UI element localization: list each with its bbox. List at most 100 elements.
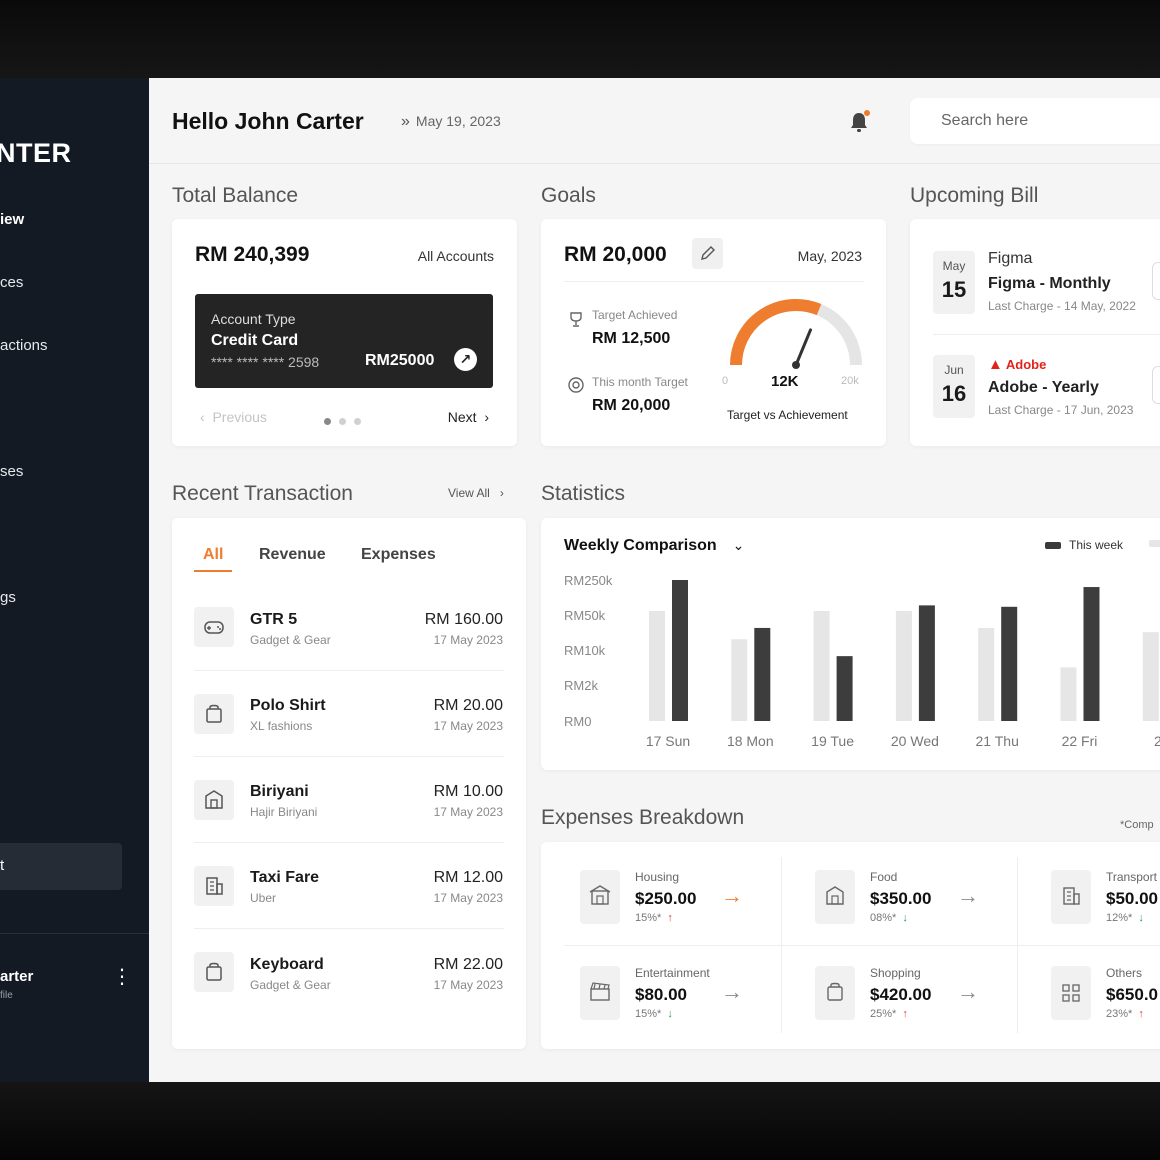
dropdown-label: Weekly Comparison [564, 537, 717, 554]
expense-percent-text: 15%* [635, 912, 662, 924]
expense-percent: 23%* ↑ [1106, 1008, 1144, 1020]
search-input[interactable] [910, 98, 1160, 144]
target-achieved-value: RM 12,500 [592, 330, 671, 347]
arrow-right-icon[interactable]: → [721, 883, 743, 908]
bill-name: Figma - Monthly [988, 275, 1111, 292]
account-card[interactable]: Account Type Credit Card **** **** **** … [195, 294, 493, 388]
accounts-filter[interactable]: All Accounts [417, 248, 494, 264]
expense-label: Food [870, 870, 898, 884]
weekly-comparison-dropdown[interactable]: Weekly Comparison ⌄ [564, 537, 744, 555]
divider [194, 756, 504, 757]
transaction-category: Gadget & Gear [250, 978, 331, 992]
sidebar-item-label: t [0, 857, 5, 874]
expense-percent: 25%* ↑ [870, 1008, 908, 1020]
x-tick-label: 22 Fri [1062, 733, 1098, 749]
bill-day: 15 [941, 277, 967, 302]
expense-percent: 15%* ↑ [635, 912, 673, 924]
transaction-category: XL fashions [250, 719, 313, 733]
adobe-icon: ▲ [988, 356, 1003, 373]
gauge-track [730, 299, 862, 366]
bar-last-week [1142, 632, 1159, 721]
expense-percent: 12%* ↓ [1106, 912, 1144, 924]
restaurant-icon [815, 870, 855, 924]
double-chevron-right-icon: » [401, 113, 410, 130]
sidebar-item-expenses[interactable]: ses [0, 463, 24, 480]
tab-revenue[interactable]: Revenue [259, 546, 326, 563]
expense-amount: $50.00 [1106, 889, 1158, 908]
bill-action-button[interactable] [1152, 262, 1160, 300]
upcoming-bill-title: Upcoming Bill [910, 184, 1039, 207]
view-all-link[interactable]: View All › [448, 486, 504, 500]
divider [194, 670, 504, 671]
house-icon [580, 870, 620, 924]
arrow-up-right-icon[interactable]: ↗ [454, 348, 477, 371]
bar-last-week [895, 611, 912, 721]
pencil-icon [701, 246, 715, 260]
tab-expenses[interactable]: Expenses [361, 546, 436, 563]
expense-amount: $420.00 [870, 985, 932, 1004]
bar-this-week [1001, 606, 1018, 721]
arrow-right-icon[interactable]: → [957, 979, 979, 1004]
sidebar-item-transactions[interactable]: actions [0, 337, 48, 354]
bell-icon[interactable] [847, 110, 871, 134]
bill-last-charge: Last Charge - 17 Jun, 2023 [988, 403, 1134, 417]
bar-this-week [836, 656, 853, 721]
tab-all[interactable]: All [203, 546, 224, 563]
transaction-amount: RM 160.00 [424, 611, 503, 628]
upcoming-bill-card: May 15 Figma Figma - Monthly Last Charge… [910, 219, 1160, 446]
expense-percent-text: 15%* [635, 1008, 662, 1020]
x-tick-label: 18 Mon [727, 733, 774, 749]
previous-button[interactable]: ‹ Previous [200, 409, 267, 425]
carousel-dots[interactable] [324, 412, 369, 430]
divider [933, 334, 1160, 335]
y-tick-label: RM10k [564, 643, 606, 658]
sidebar-item-balances[interactable]: ces [0, 274, 24, 291]
expense-percent: 08%* ↓ [870, 912, 908, 924]
adobe-brand-text: Adobe [1005, 357, 1047, 372]
bar-last-week [1060, 667, 1077, 721]
expense-percent: 15%* ↓ [635, 1008, 673, 1020]
transaction-name: Biriyani [250, 783, 309, 800]
expenses-breakdown-title: Expenses Breakdown [541, 806, 745, 829]
profile-name: arter [0, 968, 34, 985]
profile-subtitle[interactable]: file [0, 990, 13, 1001]
sidebar: NTER iew ces actions ses gs t arter file… [0, 78, 149, 1082]
y-tick-label: RM250k [564, 573, 613, 588]
shopping-bag-icon [815, 966, 855, 1020]
arrow-right-icon[interactable]: → [721, 979, 743, 1004]
x-tick-label: 20 Wed [891, 733, 939, 749]
bill-action-button[interactable] [1152, 366, 1160, 404]
legend-label: This week [1069, 538, 1124, 552]
expense-amount: $650.0 [1106, 985, 1158, 1004]
gauge-min: 0 [722, 375, 729, 387]
goal-amount: RM 20,000 [564, 243, 667, 266]
next-button[interactable]: Next › [447, 409, 489, 425]
account-type: Credit Card [211, 332, 299, 349]
divider [1017, 857, 1018, 1033]
date-text: May 19, 2023 [415, 113, 501, 129]
recent-transaction-title: Recent Transaction [172, 482, 353, 505]
arrow-right-icon[interactable]: → [957, 883, 979, 908]
bill-last-charge: Last Charge - 14 May, 2022 [988, 299, 1136, 313]
main-content: Hello John Carter » May 19, 2023 Total Ba… [149, 78, 1160, 1082]
legend-this-week: This week [1045, 538, 1123, 552]
bar-chart: RM250k RM50k RM10k RM2k RM0 17 Sun 18 Mon 19 Tu… [564, 573, 1160, 749]
sidebar-item-overview[interactable]: iew [0, 211, 25, 228]
edit-button[interactable] [692, 238, 723, 269]
building-icon [1051, 870, 1091, 924]
expense-amount: $250.00 [635, 889, 697, 908]
expense-label: Entertainment [635, 966, 710, 980]
goal-period[interactable]: May, 2023 [797, 248, 862, 264]
sidebar-item-logout[interactable]: t [0, 843, 122, 890]
arrow-down-icon: ↓ [902, 912, 908, 924]
gamepad-icon [194, 607, 234, 647]
gauge-needle [794, 328, 812, 367]
transaction-category: Gadget & Gear [250, 633, 331, 647]
more-vertical-icon[interactable]: ⋮ [112, 966, 132, 988]
expense-percent-text: 08%* [870, 912, 897, 924]
statistics-card: Weekly Comparison ⌄ This week RM250k RM50k… [541, 518, 1160, 770]
arrow-down-icon: ↓ [667, 1008, 673, 1020]
legend-swatch [1045, 542, 1061, 550]
sidebar-item-settings[interactable]: gs [0, 589, 16, 606]
chevron-down-icon: ⌄ [732, 537, 745, 553]
